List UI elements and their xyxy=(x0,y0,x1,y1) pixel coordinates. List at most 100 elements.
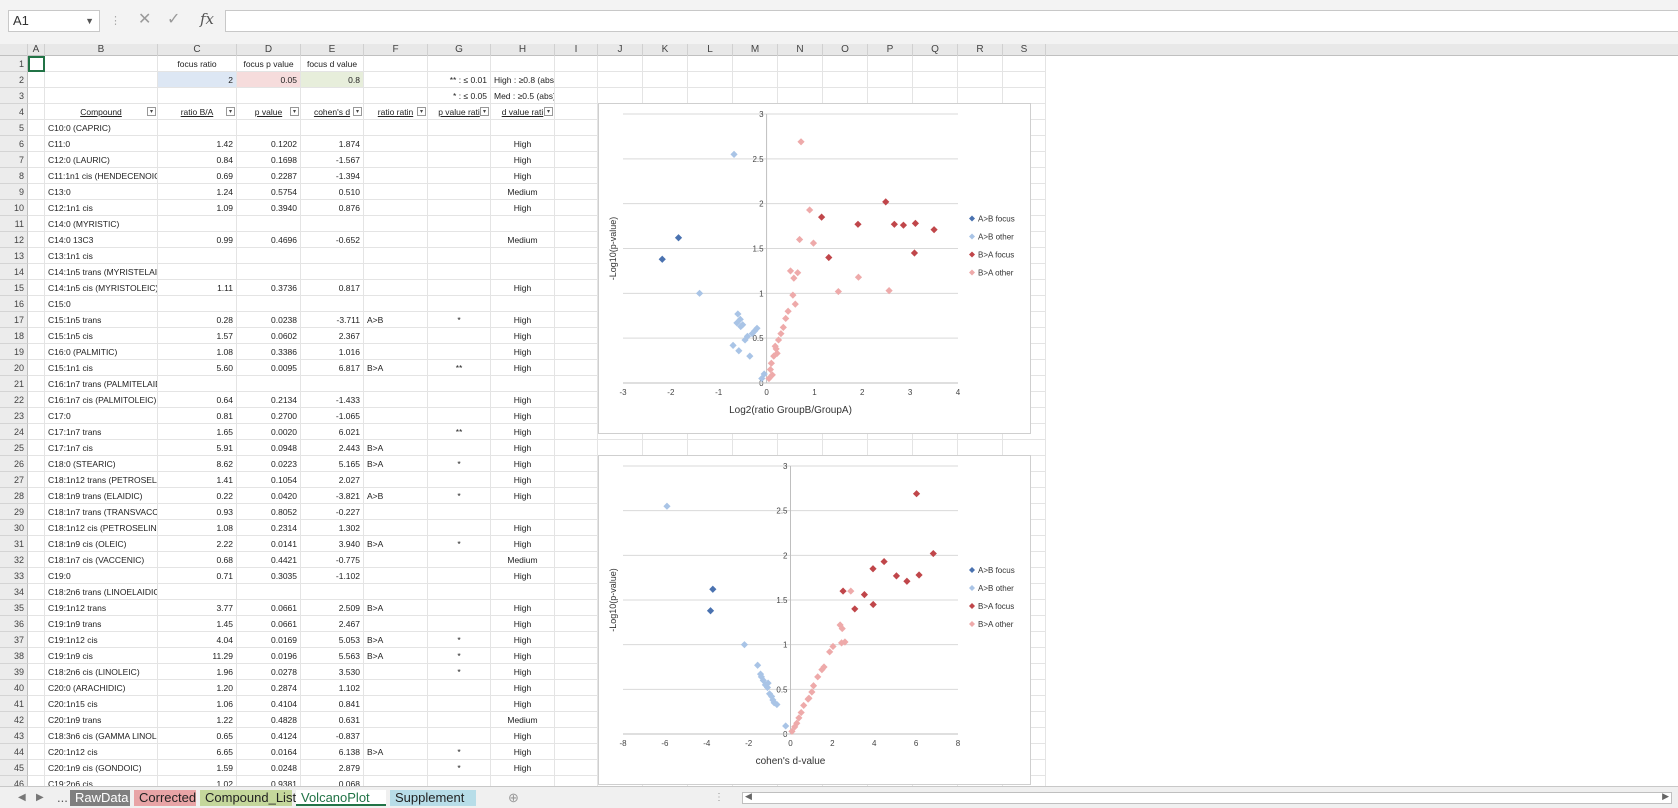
cell-i21[interactable] xyxy=(555,376,598,392)
data-point[interactable] xyxy=(854,273,863,281)
table-cell[interactable]: High xyxy=(491,648,555,664)
table-cell[interactable] xyxy=(237,120,301,136)
row-header[interactable]: 23 xyxy=(0,408,28,424)
cell-o1[interactable] xyxy=(823,56,868,72)
table-cell[interactable]: B>A xyxy=(364,440,428,456)
row-header[interactable]: 39 xyxy=(0,664,28,680)
table-cell[interactable] xyxy=(428,392,491,408)
table-cell[interactable]: * xyxy=(428,536,491,552)
table-cell[interactable]: 1.102 xyxy=(301,680,364,696)
table-cell[interactable]: 0.0020 xyxy=(237,424,301,440)
data-point[interactable] xyxy=(765,690,774,698)
column-header-j[interactable]: J xyxy=(598,44,643,56)
table-cell[interactable]: 0.1054 xyxy=(237,472,301,488)
cell-a44[interactable] xyxy=(28,744,45,760)
data-point[interactable] xyxy=(899,221,908,229)
table-cell[interactable]: 0.2134 xyxy=(237,392,301,408)
cell-p1[interactable] xyxy=(868,56,913,72)
table-cell[interactable]: C18:1n9 trans (ELAIDIC) xyxy=(45,488,158,504)
table-cell[interactable]: 0.0278 xyxy=(237,664,301,680)
row-header[interactable]: 43 xyxy=(0,728,28,744)
table-cell[interactable] xyxy=(364,616,428,632)
cell-i16[interactable] xyxy=(555,296,598,312)
cell-i13[interactable] xyxy=(555,248,598,264)
table-cell[interactable] xyxy=(364,696,428,712)
cell-a45[interactable] xyxy=(28,760,45,776)
table-cell[interactable]: 6.65 xyxy=(158,744,237,760)
table-cell[interactable]: High xyxy=(491,328,555,344)
data-point[interactable] xyxy=(794,269,802,277)
cell-i44[interactable] xyxy=(555,744,598,760)
table-cell[interactable] xyxy=(301,296,364,312)
cell-n25[interactable] xyxy=(778,440,823,456)
row-header[interactable]: 22 xyxy=(0,392,28,408)
cell-l25[interactable] xyxy=(688,440,733,456)
table-cell[interactable]: Medium xyxy=(491,552,555,568)
cell-a4[interactable] xyxy=(28,104,45,120)
table-cell[interactable]: C15:1n1 cis xyxy=(45,360,158,376)
table-cell[interactable]: High xyxy=(491,392,555,408)
cell-a7[interactable] xyxy=(28,152,45,168)
cell-i33[interactable] xyxy=(555,568,598,584)
table-cell[interactable] xyxy=(491,248,555,264)
cell-a39[interactable] xyxy=(28,664,45,680)
data-point[interactable] xyxy=(869,565,877,573)
table-cell[interactable]: C16:0 (PALMITIC) xyxy=(45,344,158,360)
cell-i11[interactable] xyxy=(555,216,598,232)
table-cell[interactable]: 0.841 xyxy=(301,696,364,712)
tab-supplement[interactable]: Supplement xyxy=(390,790,476,806)
table-cell[interactable]: B>A xyxy=(364,632,428,648)
cell-p25[interactable] xyxy=(868,440,913,456)
row-header[interactable]: 10 xyxy=(0,200,28,216)
table-cell[interactable]: C19:1n9 cis xyxy=(45,648,158,664)
row-header[interactable]: 17 xyxy=(0,312,28,328)
filter-dropdown-icon[interactable]: ▾ xyxy=(417,107,426,116)
row-header[interactable]: 11 xyxy=(0,216,28,232)
row-header[interactable]: 46 xyxy=(0,776,28,786)
data-point[interactable] xyxy=(782,722,790,730)
table-cell[interactable]: B>A xyxy=(364,648,428,664)
column-header-s[interactable]: S xyxy=(1003,44,1046,56)
table-cell[interactable] xyxy=(364,760,428,776)
table-cell[interactable] xyxy=(428,552,491,568)
table-cell[interactable]: 1.42 xyxy=(158,136,237,152)
table-cell[interactable] xyxy=(364,136,428,152)
table-cell[interactable]: A>B xyxy=(364,488,428,504)
table-cell[interactable]: -1.567 xyxy=(301,152,364,168)
table-cell[interactable]: C18:1n12 trans (PETROSELAIDIC) xyxy=(45,472,158,488)
row-header[interactable]: 34 xyxy=(0,584,28,600)
cell-i40[interactable] xyxy=(555,680,598,696)
table-cell[interactable]: High xyxy=(491,744,555,760)
cell-a24[interactable] xyxy=(28,424,45,440)
filter-dropdown-icon[interactable]: ▾ xyxy=(147,107,156,116)
horizontal-scrollbar[interactable]: ◀ ▶ xyxy=(742,791,1672,804)
data-point[interactable] xyxy=(818,213,826,221)
table-cell[interactable]: 1.45 xyxy=(158,616,237,632)
data-point[interactable] xyxy=(791,723,799,731)
table-cell[interactable]: C14:1n5 trans (MYRISTELAIDIC) xyxy=(45,264,158,280)
filter-dropdown-icon[interactable]: ▾ xyxy=(480,107,489,116)
cell-i14[interactable] xyxy=(555,264,598,280)
table-cell[interactable] xyxy=(364,376,428,392)
table-cell[interactable] xyxy=(428,248,491,264)
data-point[interactable] xyxy=(892,572,901,580)
data-point[interactable] xyxy=(729,341,737,349)
cell-e3[interactable] xyxy=(301,88,364,104)
cell-i28[interactable] xyxy=(555,488,598,504)
column-header-b[interactable]: B xyxy=(45,44,158,56)
cell-i39[interactable] xyxy=(555,664,598,680)
table-cell[interactable]: C20:1n12 cis xyxy=(45,744,158,760)
table-cell[interactable] xyxy=(364,712,428,728)
cell-i6[interactable] xyxy=(555,136,598,152)
row-header[interactable]: 4 xyxy=(0,104,28,120)
table-cell[interactable]: C16:1n7 cis (PALMITOLEIC) xyxy=(45,392,158,408)
table-cell[interactable] xyxy=(364,296,428,312)
table-cell[interactable]: C11:1n1 cis (HENDECENOIC) xyxy=(45,168,158,184)
table-cell[interactable]: 0.0661 xyxy=(237,600,301,616)
data-point[interactable] xyxy=(818,666,826,674)
table-cell[interactable]: 0.3940 xyxy=(237,200,301,216)
cell-h2[interactable]: High : ≥0.8 (abs) xyxy=(491,72,555,88)
data-point[interactable] xyxy=(915,571,923,579)
table-cell[interactable]: High xyxy=(491,168,555,184)
table-cell[interactable]: 0.2874 xyxy=(237,680,301,696)
